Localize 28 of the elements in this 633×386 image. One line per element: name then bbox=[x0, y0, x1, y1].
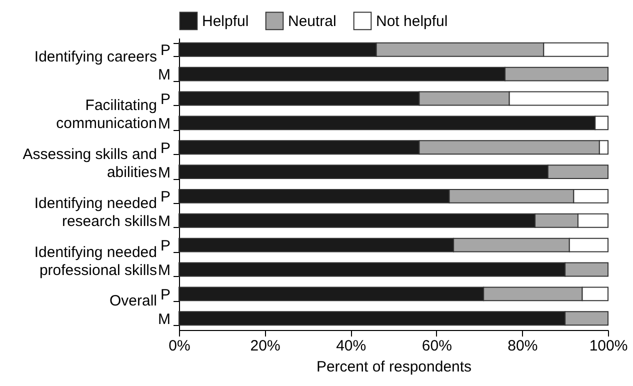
x-tick-label: 20% bbox=[250, 338, 280, 354]
x-axis-title: Percent of respondents bbox=[316, 358, 472, 376]
y-tick-label: P bbox=[160, 42, 170, 60]
x-tick-label: 80% bbox=[508, 338, 538, 354]
text: Identifying needed research skills bbox=[34, 194, 157, 230]
text: Assessing skills and abilities bbox=[22, 146, 157, 182]
legend-label: Not helpful bbox=[376, 12, 448, 30]
legend-label: Neutral bbox=[288, 12, 336, 30]
y-tick-label: P bbox=[160, 188, 170, 206]
y-tick-label: M bbox=[158, 310, 170, 328]
text: Identifying needed professional skills bbox=[34, 244, 157, 279]
y-tick-label: P bbox=[160, 90, 170, 108]
y-tick-label: P bbox=[160, 238, 170, 255]
legend-label: Helpful bbox=[202, 12, 249, 30]
y-tick-label: P bbox=[160, 140, 170, 157]
text: Facilitating communication bbox=[56, 97, 157, 132]
x-tick-label: 100% bbox=[589, 338, 628, 354]
x-tick-label: 40% bbox=[336, 338, 366, 354]
y-tick-label: M bbox=[158, 66, 170, 84]
text: Overall bbox=[109, 292, 157, 310]
y-tick-label: M bbox=[158, 213, 170, 230]
y-tick-label: M bbox=[158, 262, 170, 280]
y-tick-label: P bbox=[160, 286, 170, 304]
text: Identifying careers bbox=[34, 48, 157, 66]
y-tick-label: M bbox=[158, 115, 170, 132]
y-tick-label: M bbox=[158, 164, 170, 182]
x-tick-label: 60% bbox=[422, 338, 452, 354]
x-tick-label: 0% bbox=[168, 338, 190, 354]
